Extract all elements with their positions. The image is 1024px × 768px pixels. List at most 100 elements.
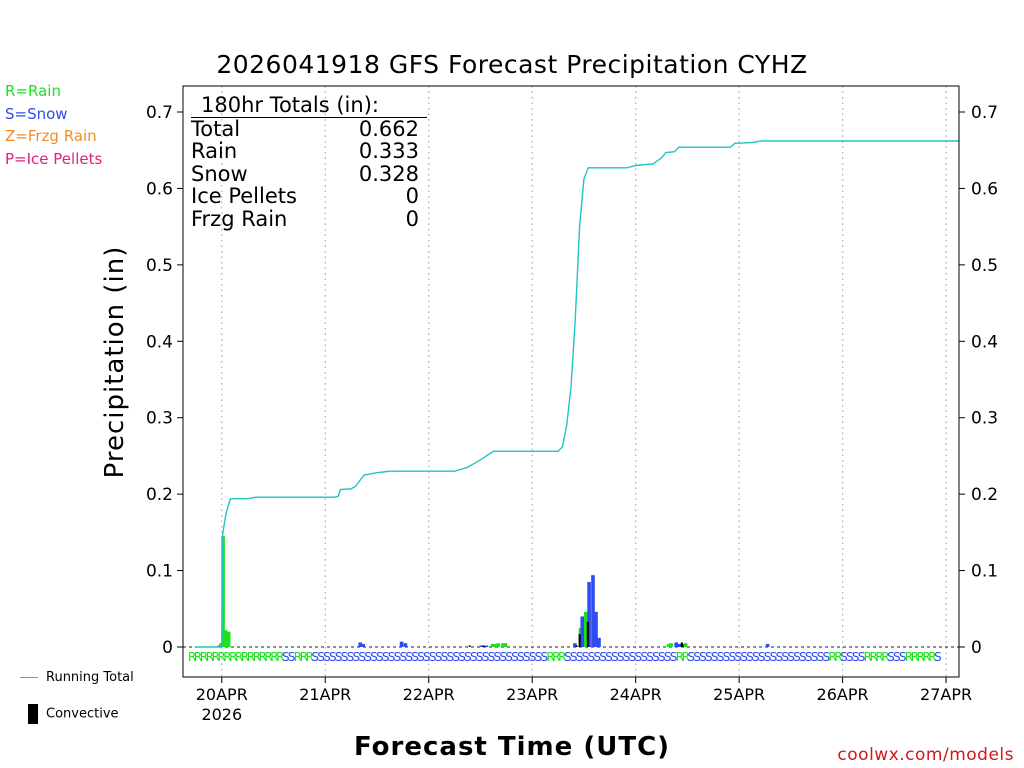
y-tick-label-left: 0.2 bbox=[146, 485, 173, 505]
x-tick-label: 26APR bbox=[817, 685, 869, 704]
ptype-letter: S bbox=[593, 650, 601, 664]
y-tick-label-right: 0 bbox=[971, 638, 982, 658]
x-tick-label: 22APR bbox=[403, 685, 455, 704]
ptype-letter: R bbox=[229, 650, 237, 664]
ptype-letter: R bbox=[881, 650, 889, 664]
ptype-letter: R bbox=[676, 650, 684, 664]
ptype-letter: S bbox=[358, 650, 366, 664]
legend-snow: S=Snow bbox=[5, 104, 68, 123]
ptype-letter: S bbox=[629, 650, 637, 664]
ptype-letter: S bbox=[729, 650, 737, 664]
ptype-letter: R bbox=[276, 650, 284, 664]
ptype-letter: S bbox=[740, 650, 748, 664]
ptype-letter: S bbox=[470, 650, 478, 664]
totals-label: Snow bbox=[191, 161, 248, 186]
rain-bar bbox=[669, 643, 673, 647]
ptype-letter: S bbox=[817, 650, 825, 664]
x-tick-label: 24APR bbox=[610, 685, 662, 704]
ptype-letter: R bbox=[264, 650, 272, 664]
ptype-letter: S bbox=[388, 650, 396, 664]
ptype-letter: S bbox=[329, 650, 337, 664]
ptype-letter: S bbox=[588, 650, 596, 664]
ptype-letter: R bbox=[870, 650, 878, 664]
y-tick-label-right: 0.3 bbox=[971, 409, 998, 429]
snow-bar bbox=[674, 642, 678, 647]
ptype-letter: R bbox=[905, 650, 913, 664]
ptype-letter: S bbox=[523, 650, 531, 664]
ptype-letter: S bbox=[452, 650, 460, 664]
ptype-letter: S bbox=[458, 650, 466, 664]
rain-bar bbox=[501, 643, 505, 647]
x-tick-label: 27APR bbox=[920, 685, 972, 704]
ptype-letter: S bbox=[811, 650, 819, 664]
snow-bar bbox=[587, 582, 591, 647]
key-convective-label: Convective bbox=[46, 706, 119, 722]
ptype-letter: S bbox=[776, 650, 784, 664]
snow-bar bbox=[765, 643, 770, 647]
y-tick-label-right: 0.7 bbox=[971, 103, 998, 123]
ptype-letter: R bbox=[928, 650, 936, 664]
totals-value: 0 bbox=[405, 184, 419, 209]
running-total-path bbox=[195, 140, 959, 648]
ptype-letter: S bbox=[370, 650, 378, 664]
precip-bars bbox=[216, 536, 770, 647]
convective-bar bbox=[575, 645, 578, 647]
ptype-letter: R bbox=[911, 650, 919, 664]
totals-value: 0.333 bbox=[358, 139, 419, 164]
convective-bar bbox=[586, 621, 589, 647]
totals-header: 180hr Totals (in): bbox=[191, 94, 427, 118]
convective-bar bbox=[681, 643, 684, 647]
ptype-letter: S bbox=[400, 650, 408, 664]
ptype-letter: S bbox=[758, 650, 766, 664]
y-tick-label-right: 0.6 bbox=[971, 179, 998, 199]
snow-bar bbox=[403, 643, 408, 647]
ptype-letter: S bbox=[623, 650, 631, 664]
key-running-total-label: Running Total bbox=[46, 670, 134, 685]
y-tick-label-right: 0.1 bbox=[971, 562, 998, 582]
ptype-letter: R bbox=[922, 650, 930, 664]
ptype-letter: S bbox=[282, 650, 290, 664]
key-running-total: Running Total bbox=[20, 670, 134, 685]
ptype-letter: R bbox=[247, 650, 255, 664]
ptype-letter: S bbox=[405, 650, 413, 664]
y-tick-label-left: 0.5 bbox=[146, 256, 173, 276]
ptype-letter: R bbox=[864, 650, 872, 664]
ptype-letter: S bbox=[887, 650, 895, 664]
rain-bar bbox=[503, 643, 508, 647]
ptype-letter: S bbox=[394, 650, 402, 664]
ptype-letter: S bbox=[288, 650, 296, 664]
plot-frame bbox=[182, 85, 960, 678]
ptype-letter: R bbox=[294, 650, 302, 664]
ptype-letter: R bbox=[206, 650, 214, 664]
ptype-letter: R bbox=[235, 650, 243, 664]
ptype-letter: S bbox=[717, 650, 725, 664]
ptype-letter: S bbox=[423, 650, 431, 664]
ptype-letter: S bbox=[805, 650, 813, 664]
ptype-letter: S bbox=[858, 650, 866, 664]
ptype-letter: R bbox=[875, 650, 883, 664]
y-tick-label-right: 0.4 bbox=[971, 332, 998, 352]
totals-label: Frzg Rain bbox=[191, 206, 288, 231]
snow-bar bbox=[677, 643, 682, 647]
ptype-letter: R bbox=[270, 650, 278, 664]
ptype-letter: R bbox=[200, 650, 208, 664]
ptype-letters: RRRRRRRRRRRRRRRRSSRRRSSSSSSSSSSSSSSSSSSS… bbox=[188, 650, 942, 664]
ptype-letter: S bbox=[364, 650, 372, 664]
ptype-letter: S bbox=[317, 650, 325, 664]
running-total-line bbox=[195, 140, 959, 648]
ptype-letter: S bbox=[899, 650, 907, 664]
totals-box: 180hr Totals (in): Total 0.662 Rain 0.333 … bbox=[191, 94, 427, 231]
ptype-letter: S bbox=[447, 650, 455, 664]
convective-bar bbox=[468, 645, 471, 647]
ptype-letter: R bbox=[253, 650, 261, 664]
rain-bar bbox=[683, 643, 688, 647]
ptype-letter: S bbox=[635, 650, 643, 664]
ptype-letter: S bbox=[846, 650, 854, 664]
x-tick-label: 21APR bbox=[299, 685, 351, 704]
rain-bar bbox=[583, 611, 588, 647]
snow-bar bbox=[594, 611, 598, 647]
totals-value: 0 bbox=[405, 206, 419, 231]
ptype-letter: S bbox=[464, 650, 472, 664]
ptype-letter: R bbox=[917, 650, 925, 664]
